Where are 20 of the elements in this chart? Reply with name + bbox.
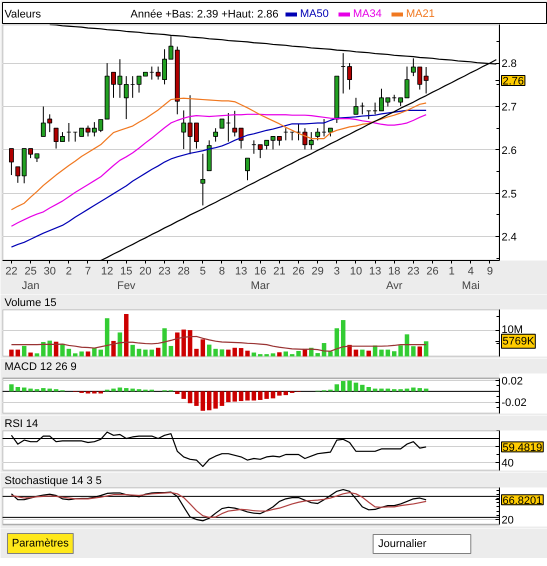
y-tick-label: 2.7	[502, 101, 517, 114]
y-tick-label: 2.8	[502, 58, 517, 70]
text: Journalier	[378, 538, 427, 550]
y-tick-label: 0.02	[502, 376, 523, 388]
y-tick-label: -0.02	[502, 397, 527, 410]
chart-title: Volume 15	[4, 297, 56, 309]
y-tick-label: 59.4819	[502, 442, 542, 454]
chart-title: MACD 12 26 9	[4, 361, 77, 373]
y-tick-label: 5769K	[502, 335, 535, 348]
y-tick-label: 40	[502, 458, 514, 470]
chart-title: Stochastique 14 3 5	[4, 475, 102, 487]
y-tick-label: 10M	[502, 324, 523, 336]
y-tick-label: 20	[502, 514, 514, 527]
y-tick-label: 2.4	[502, 232, 517, 244]
y-tick-label: 66.8201	[502, 494, 542, 507]
y-tick-label: 2.6	[502, 144, 517, 157]
y-tick-label: 2.76	[502, 75, 524, 88]
text: Paramètres	[12, 538, 70, 550]
y-tick-label: 2.5	[502, 188, 517, 200]
chart-title: RSI 14	[4, 418, 38, 430]
